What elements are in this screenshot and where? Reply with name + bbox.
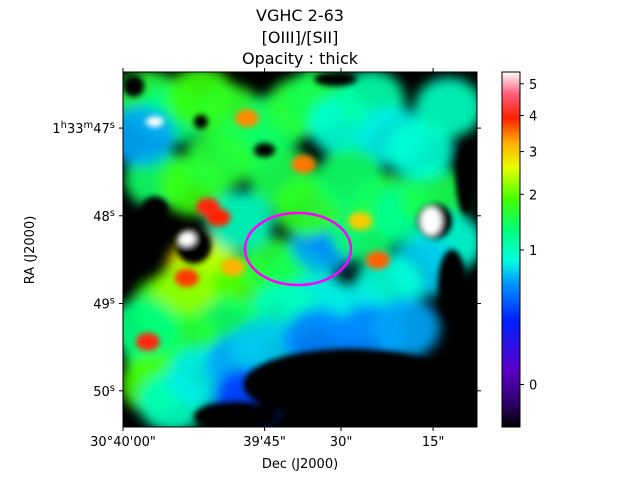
masked-region (455, 143, 477, 214)
heatmap-hot-spot (174, 268, 199, 287)
colorbar-tick-label: 1 (529, 244, 537, 259)
colorbar-tick-label: 0 (529, 378, 537, 393)
heatmap-hot-spot (348, 212, 373, 231)
heatmap-blob (400, 166, 469, 227)
x-tick-label: 30°40'00" (90, 435, 156, 450)
masked-region (441, 370, 477, 427)
heatmap-blob (372, 297, 441, 358)
saturated-region (146, 116, 164, 128)
colorbar: 0 1 2 3 4 5 (501, 71, 537, 428)
heatmap-hot-spot (291, 155, 316, 174)
colorbar-tick-label: 5 (529, 78, 537, 93)
colorbar-tick-label: 2 (529, 188, 537, 203)
masked-region (253, 143, 276, 158)
heatmap-blob (152, 262, 221, 323)
heatmap-image (123, 72, 477, 427)
masked-region (123, 210, 152, 268)
heatmap-blob (205, 191, 274, 252)
x-axis-label: Dec (J2000) (262, 457, 338, 472)
x-tick-label: 15" (422, 435, 445, 450)
heatmap-blob (123, 105, 175, 166)
y-axis: 1h33m47s 48s 49s 50s (52, 120, 481, 400)
masked-region (438, 249, 467, 321)
heatmap-blob (414, 77, 477, 138)
heatmap-hot-spot (365, 251, 390, 270)
colorbar-gradient (502, 72, 520, 427)
y-tick-label: 50s (93, 383, 115, 400)
y-tick-label: 1h33m47s (52, 120, 115, 137)
colorbar-ticks: 0 1 2 3 4 5 (520, 78, 537, 393)
heatmap-hot-spot (220, 258, 245, 277)
masked-region (193, 402, 279, 427)
masked-region (193, 114, 208, 129)
chart-title-line-1: VGHC 2-63 (256, 6, 344, 25)
chart-title-line-3: Opacity : thick (242, 49, 359, 68)
x-tick-label: 30" (330, 435, 353, 450)
heatmap-blob (315, 148, 384, 209)
heatmap-hot-spot (234, 109, 259, 128)
plot-area (122, 71, 478, 428)
saturated-region (420, 206, 442, 236)
annotation-ellipse (243, 211, 353, 287)
masked-region (140, 196, 170, 225)
plot-frame (122, 71, 478, 428)
masked-region (123, 75, 145, 97)
chart-title-line-2: [OIII]/[SII] (262, 28, 339, 47)
heatmap-hot-spot (135, 332, 160, 351)
heatmap-blob (184, 130, 253, 191)
colorbar-tick-label: 4 (529, 110, 537, 125)
saturated-region (177, 231, 196, 246)
y-axis-label: RA (J2000) (23, 216, 38, 285)
heatmap-hot-spot (195, 197, 220, 216)
y-tick-label: 48s (93, 208, 115, 225)
masked-region (314, 72, 357, 87)
colorbar-tick-label: 3 (529, 146, 537, 161)
x-tick-label: 39'45" (243, 435, 286, 450)
y-tick-label: 49s (93, 295, 115, 312)
masked-region (243, 348, 456, 420)
colorbar-frame (501, 71, 521, 428)
x-axis: 30°40'00" 39'45" 30" 15" (90, 68, 444, 450)
